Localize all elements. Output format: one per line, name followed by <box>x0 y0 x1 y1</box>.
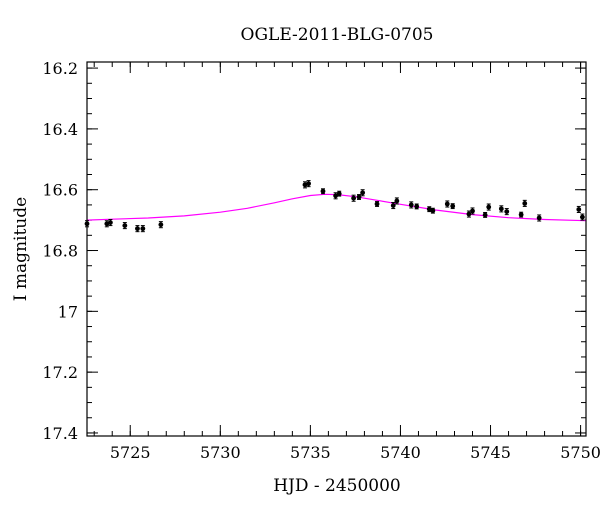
data-point-marker <box>140 226 146 232</box>
data-point-marker <box>158 222 164 228</box>
data-point <box>518 211 524 218</box>
data-point-marker <box>486 204 492 210</box>
data-point-marker <box>302 182 308 188</box>
data-point <box>140 225 146 233</box>
model-curve-group <box>86 193 587 222</box>
data-point <box>536 214 542 222</box>
data-point-marker <box>466 211 472 217</box>
data-point-marker <box>122 223 128 228</box>
data-point-marker <box>394 198 400 204</box>
data-point <box>302 181 308 189</box>
data-point-marker <box>430 208 436 214</box>
data-point-marker <box>408 202 414 208</box>
model-curve-line <box>86 193 587 222</box>
data-point-marker <box>104 221 110 227</box>
data-point-marker <box>374 201 380 207</box>
y-tick-label: 17.4 <box>42 424 78 443</box>
data-point <box>408 201 414 209</box>
data-points-group <box>84 180 585 233</box>
data-point-marker <box>426 206 432 212</box>
data-point <box>470 207 475 215</box>
x-tick-label: 5745 <box>470 443 511 462</box>
chart-title: OGLE-2011-BLG-0705 <box>241 25 434 45</box>
data-point-marker <box>356 194 362 200</box>
data-point-marker <box>390 203 396 208</box>
data-point-marker <box>482 212 488 218</box>
data-point <box>430 207 436 214</box>
data-point-marker <box>498 206 504 212</box>
y-axis-label: I magnitude <box>11 197 31 301</box>
data-point <box>360 189 366 197</box>
data-point-marker <box>522 200 528 206</box>
data-point-marker <box>320 188 326 194</box>
data-point-marker <box>351 195 357 201</box>
data-point <box>333 192 338 200</box>
data-point <box>450 203 456 210</box>
y-tick-label: 16.6 <box>42 181 78 200</box>
data-point <box>504 208 510 216</box>
y-tick-label: 16.8 <box>42 242 78 261</box>
axis-ticks <box>87 62 586 436</box>
plot-frame <box>86 61 587 437</box>
y-tick-label: 16.2 <box>42 59 78 78</box>
data-point-marker <box>108 220 113 225</box>
x-tick-labels: 5725 5730 5735 5740 5745 5750 <box>110 443 600 462</box>
data-point <box>351 194 357 202</box>
data-point-marker <box>135 226 140 232</box>
data-point <box>356 194 362 200</box>
data-point-marker <box>306 181 311 187</box>
x-tick-label: 5735 <box>290 443 331 462</box>
x-tick-label: 5740 <box>380 443 421 462</box>
data-point <box>498 205 504 213</box>
data-point <box>576 205 582 214</box>
data-point <box>522 199 528 207</box>
x-tick-label: 5750 <box>560 443 600 462</box>
x-tick-label: 5725 <box>110 443 151 462</box>
data-point <box>336 190 342 197</box>
data-point <box>374 201 380 207</box>
data-point-marker <box>518 212 524 218</box>
data-point <box>320 188 326 195</box>
data-point <box>579 213 585 221</box>
y-tick-labels: 16.2 16.4 16.6 16.8 17 17.2 17.4 <box>42 59 78 443</box>
data-point <box>394 197 400 205</box>
y-tick-label: 16.4 <box>42 120 78 139</box>
data-point <box>482 212 488 218</box>
data-point <box>390 201 396 210</box>
y-tick-label: 17 <box>58 302 78 321</box>
data-point <box>486 203 492 211</box>
data-point-marker <box>579 214 585 220</box>
data-point-marker <box>336 191 342 197</box>
data-point-marker <box>536 215 542 221</box>
data-point <box>158 221 164 229</box>
x-axis-label: HJD - 2450000 <box>273 476 401 496</box>
data-point-marker <box>576 207 582 212</box>
data-point <box>414 203 420 210</box>
data-point <box>104 220 110 228</box>
data-point <box>108 219 113 227</box>
data-point <box>306 180 311 188</box>
data-point <box>135 225 140 233</box>
y-tick-label: 17.2 <box>42 363 78 382</box>
data-point-marker <box>450 203 456 209</box>
x-tick-label: 5730 <box>200 443 241 462</box>
data-point-marker <box>360 190 366 196</box>
data-point-marker <box>333 193 338 199</box>
data-point <box>122 222 128 230</box>
data-point-marker <box>504 209 510 215</box>
data-point <box>444 200 450 208</box>
data-point-marker <box>414 204 420 209</box>
data-point-marker <box>470 208 475 214</box>
data-point-marker <box>444 201 450 207</box>
data-point <box>426 206 432 213</box>
